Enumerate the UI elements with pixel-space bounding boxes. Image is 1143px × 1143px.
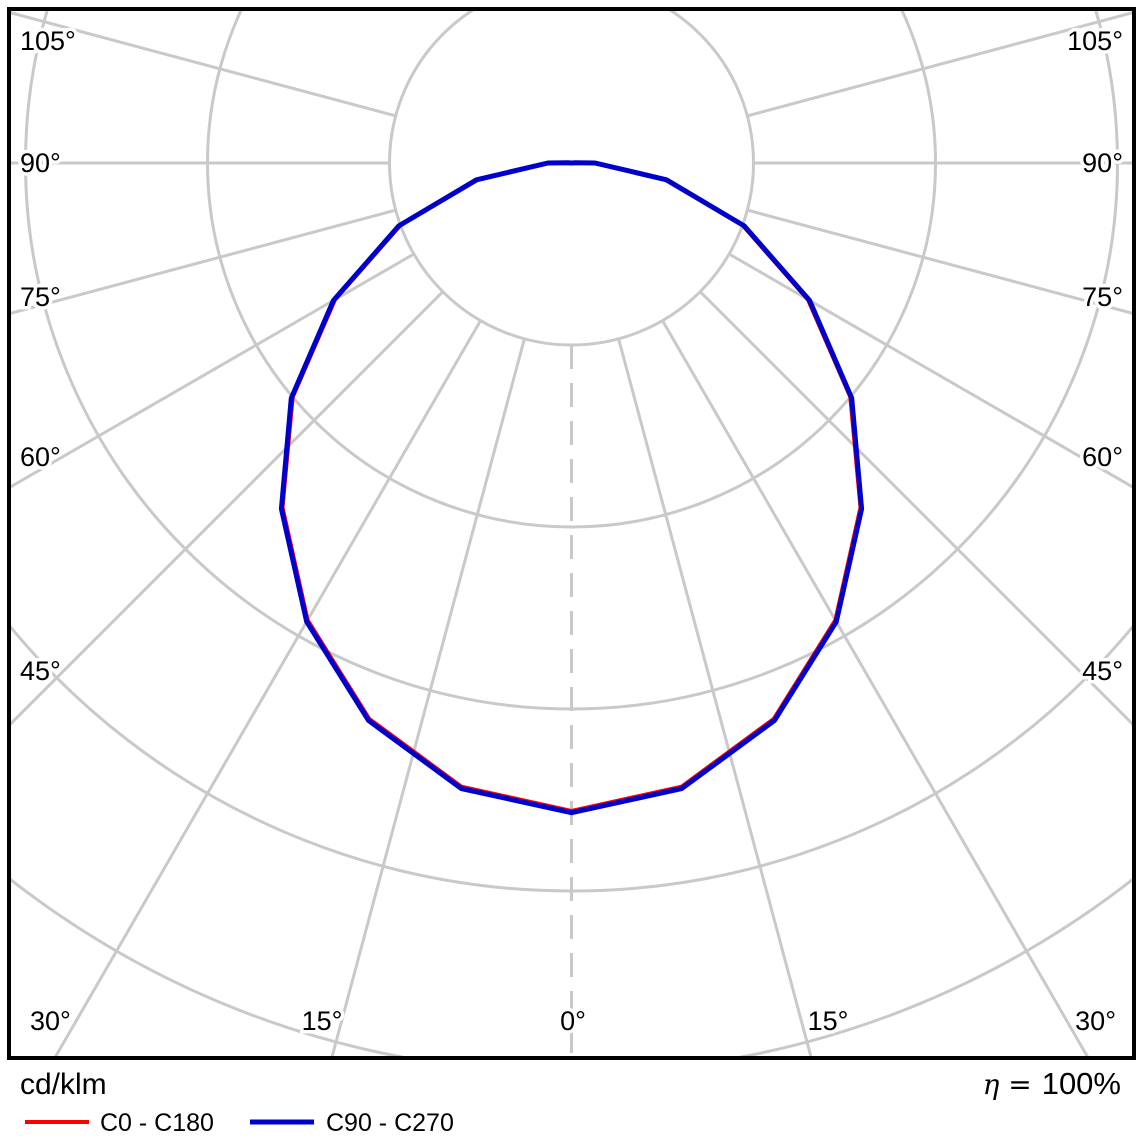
plot-border (7, 7, 1136, 1060)
grid-ring (206, 11, 937, 529)
angle-tick-label: 60° (1082, 442, 1123, 472)
grid-radial-line (728, 252, 1132, 489)
curve-c90-c270 (278, 160, 865, 816)
angle-tick-label: 75° (20, 282, 61, 312)
angle-tick-label: 30° (1075, 1006, 1116, 1036)
grid-ring (11, 624, 1132, 893)
angle-tick-label: 45° (20, 656, 61, 686)
grid-radial-line (617, 338, 813, 1056)
grid-radial-line (746, 208, 1132, 315)
angle-tick-labels: 105° 90° 75° 60° 45° 30° 105° 90° 75° 60° 45° 30° 15… (17, 23, 1127, 1040)
grid-radial-line (11, 252, 415, 489)
angle-tick-label: 30° (30, 1006, 71, 1036)
angle-tick-label: 90° (20, 148, 61, 178)
angle-tick-label: 0° (560, 1006, 586, 1036)
grid-radial-line (661, 319, 1089, 1056)
grid-radial-line (746, 11, 1132, 118)
grid-ring (388, 11, 755, 347)
legend-label-c90-c270: C90 - C270 (326, 1109, 454, 1137)
angle-tick-label: 15° (302, 1006, 343, 1036)
grid-radial-line (54, 319, 482, 1056)
angle-tick-label: 60° (20, 442, 61, 472)
unit-label: cd/klm (20, 1068, 107, 1101)
angle-tick-label: 105° (1067, 26, 1123, 56)
grid-radial-line (330, 338, 526, 1056)
grid-radial-line (11, 208, 397, 315)
eta-value: 100% (1042, 1066, 1121, 1101)
legend-label-c0-c180: C0 - C180 (100, 1109, 214, 1137)
angle-tick-label: 105° (20, 26, 76, 56)
legend: C0 - C180 C90 - C270 (25, 1109, 454, 1137)
angle-tick-label: 75° (1082, 282, 1123, 312)
angle-tick-label: 45° (1082, 656, 1123, 686)
angle-tick-label: 15° (808, 1006, 849, 1036)
efficiency-label: η = 100% (983, 1066, 1121, 1101)
angle-tick-label: 90° (1082, 148, 1123, 178)
grid-radial-line (11, 11, 397, 118)
intensity-curves (278, 160, 865, 816)
eta-symbol: η = (983, 1068, 1032, 1101)
